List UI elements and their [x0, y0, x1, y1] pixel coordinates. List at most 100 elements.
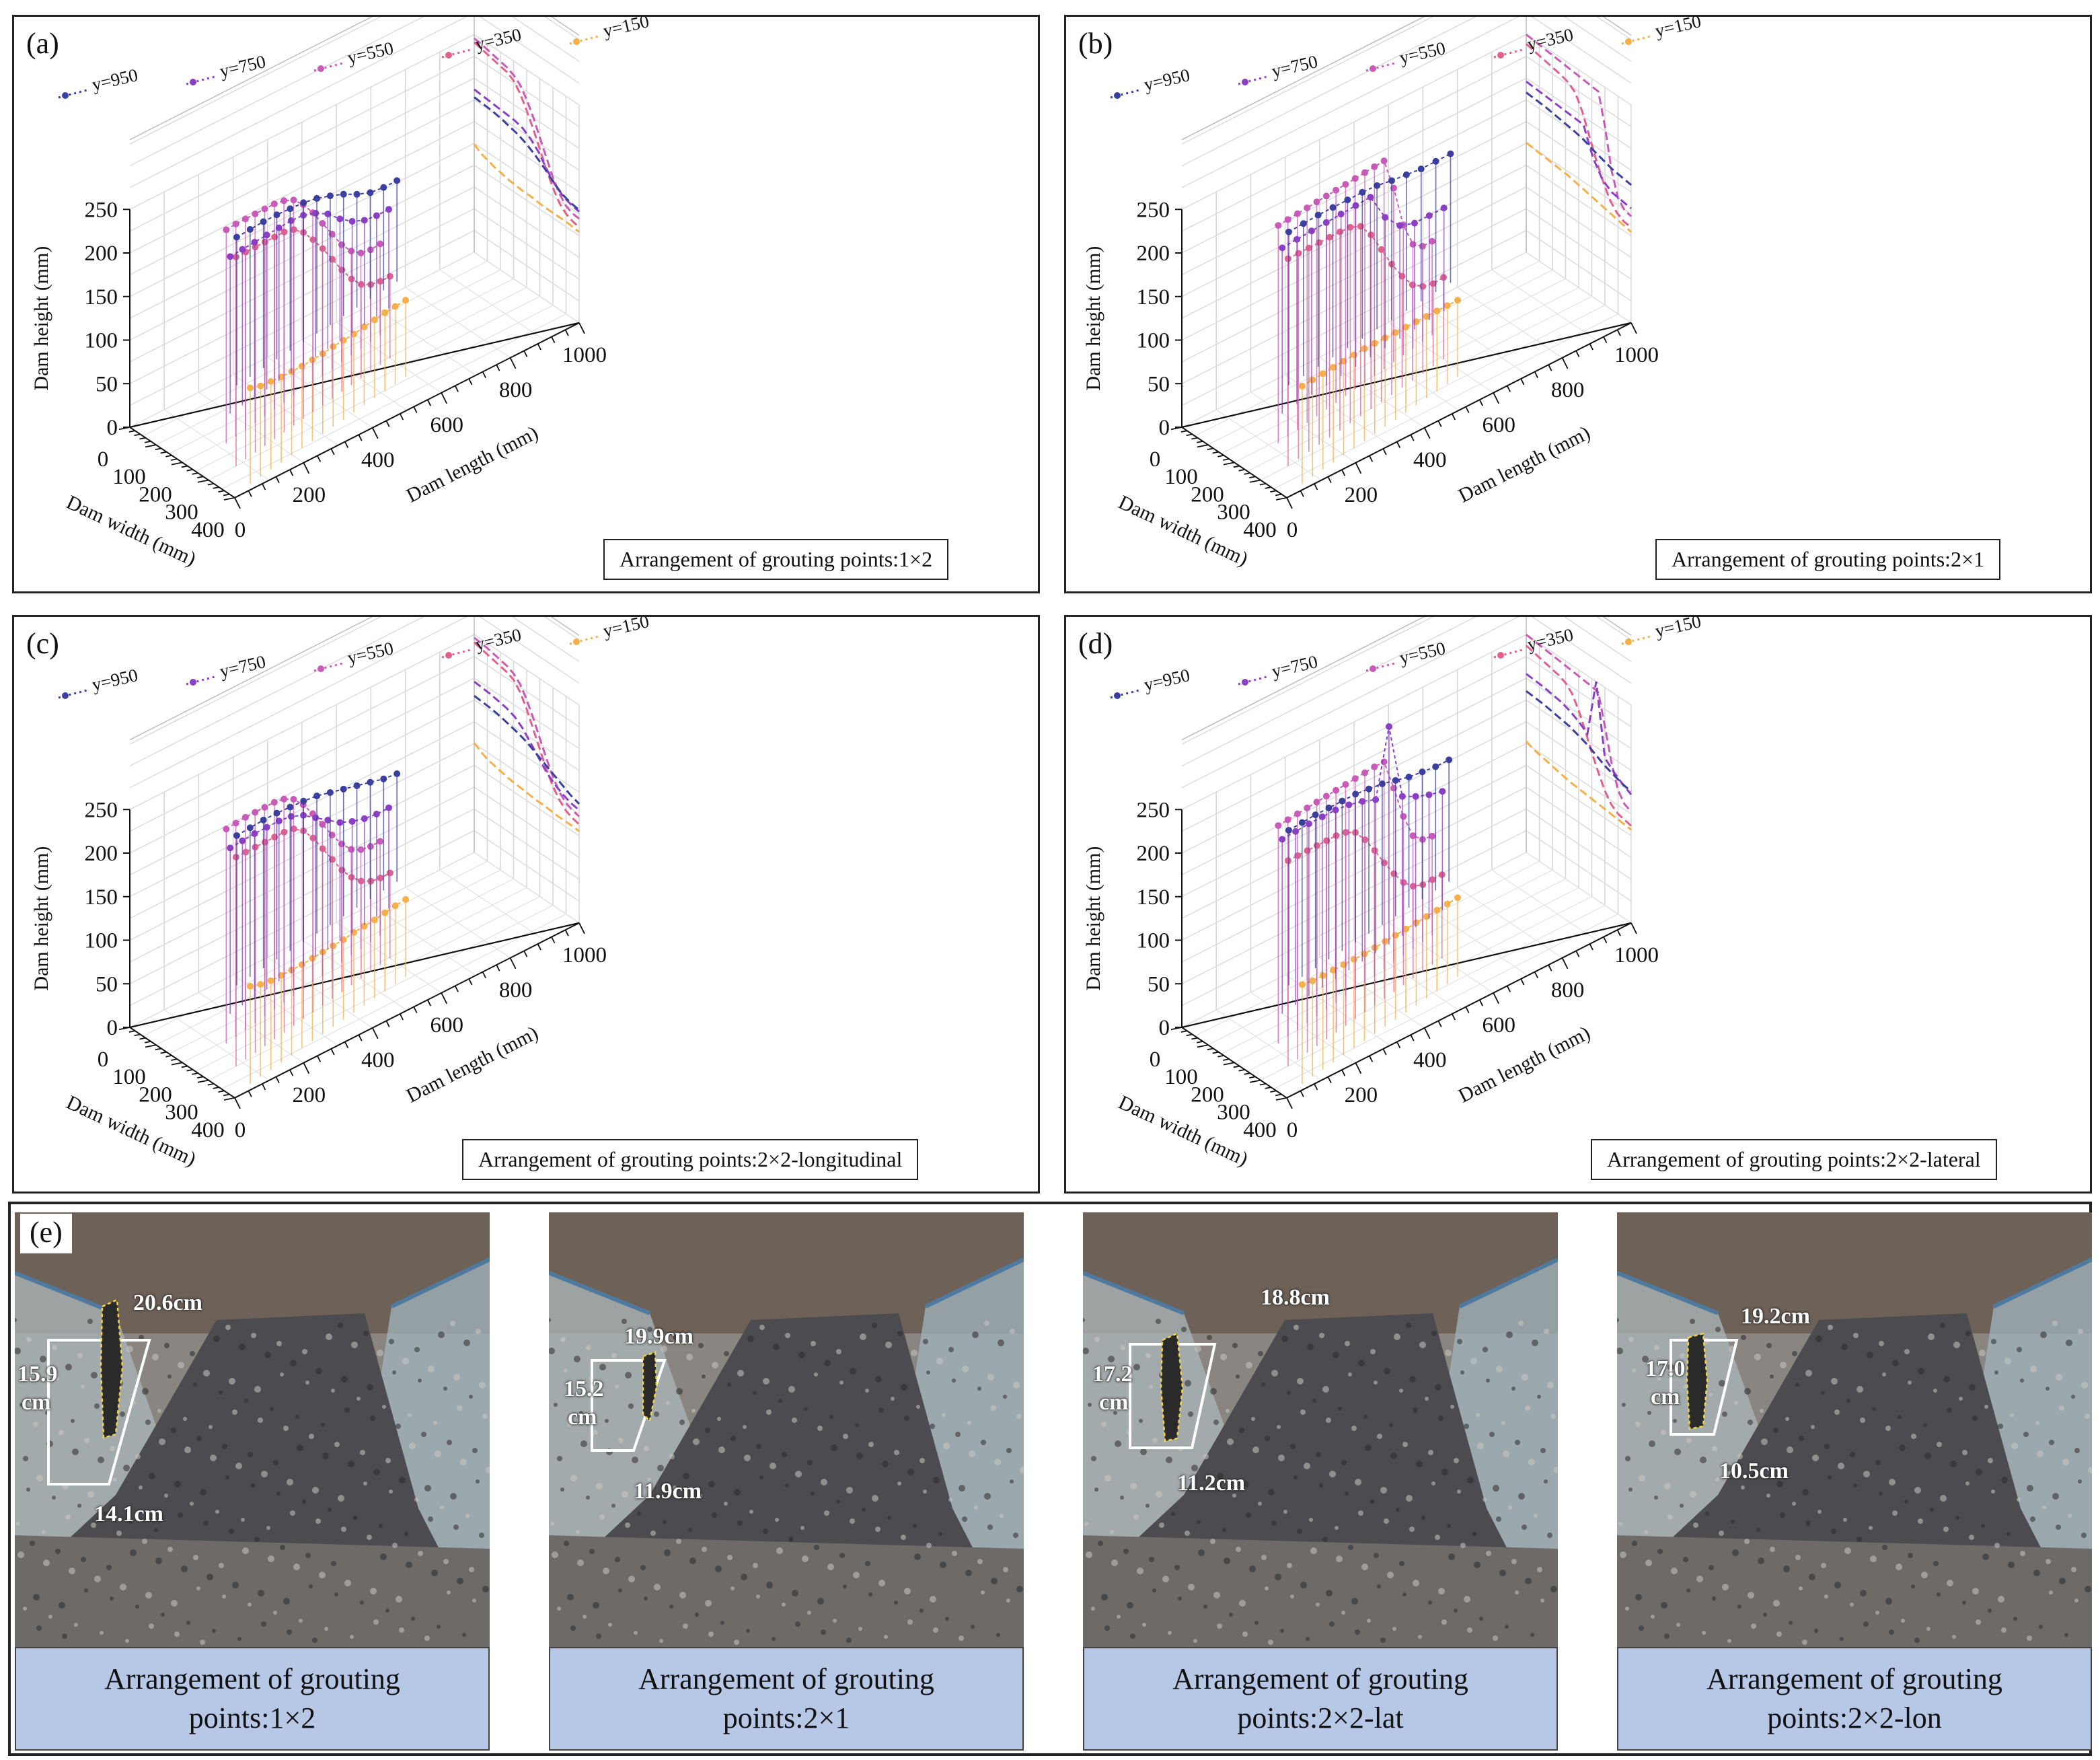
gravel-speck [469, 1395, 473, 1399]
gravel-speck [727, 1555, 733, 1560]
gravel-speck [1355, 1629, 1360, 1635]
gravel-speck [987, 1525, 993, 1530]
gravel-speck [1355, 1479, 1361, 1486]
gravel-speck [1348, 1372, 1352, 1377]
projection-line [473, 143, 580, 233]
gravel-speck [1139, 1419, 1143, 1423]
gravel-speck [33, 1422, 38, 1427]
gravel-speck [1812, 1455, 1819, 1461]
gravel-speck [1000, 1514, 1004, 1518]
series-y950 [1285, 690, 1632, 986]
measurement-box [1670, 1339, 1739, 1436]
grid [129, 617, 580, 1099]
gravel-speck [1965, 1481, 1970, 1486]
y-tick-label: 600 [1482, 1013, 1515, 1037]
gravel-speck [977, 1559, 983, 1564]
gravel-speck [1309, 1518, 1313, 1522]
gravel-speck [1326, 1418, 1331, 1423]
legend-label: y=150 [601, 17, 651, 41]
gravel-speck [2001, 1477, 2008, 1483]
series-line [1288, 153, 1451, 233]
z-tick-label: 0 [1159, 1016, 1170, 1040]
gravel-speck [1754, 1354, 1761, 1360]
gravel-speck [331, 1561, 336, 1566]
gravel-speck [87, 1491, 94, 1498]
gravel-speck [2046, 1559, 2051, 1564]
gravel-speck [635, 1337, 642, 1344]
gravel-speck [843, 1584, 847, 1588]
data-point [1402, 324, 1410, 331]
arrangement-label: Arrangement of grouting points:2×1 [1655, 539, 2001, 580]
gravel-speck [897, 1331, 903, 1336]
gravel-speck [385, 1458, 391, 1463]
data-point [402, 297, 410, 304]
gravel-speck [1493, 1636, 1498, 1641]
gravel-speck [264, 1352, 271, 1358]
y-tick-label: 0 [235, 1118, 246, 1142]
gravel-speck [734, 1489, 741, 1496]
gravel-speck [1213, 1592, 1220, 1599]
gravel-speck [258, 1590, 264, 1597]
dam-axis-line [129, 322, 580, 429]
gravel-speck [52, 1496, 56, 1500]
x-tick [134, 433, 141, 437]
gravel-speck [1460, 1543, 1466, 1548]
projection-line [473, 742, 580, 832]
x-tick [1275, 493, 1282, 497]
gravel-speck [1115, 1440, 1121, 1447]
y-tick-label: 400 [361, 1048, 395, 1072]
gravel-speck [1892, 1360, 1899, 1366]
x-tick [1186, 1033, 1193, 1037]
gravel-speck [328, 1508, 332, 1512]
gravel-speck [965, 1570, 972, 1576]
legend-label: y=950 [1142, 665, 1192, 695]
y-tick [413, 1006, 418, 1014]
gravel-speck [1111, 1560, 1118, 1566]
data-point [251, 830, 258, 838]
gravel-speck [276, 1492, 280, 1496]
gravel-speck [241, 1518, 245, 1522]
gravel-speck [827, 1564, 834, 1570]
gravel-speck [196, 1586, 200, 1590]
y-tick [578, 322, 585, 334]
box-edge [1181, 17, 1632, 141]
gravel-speck [1242, 1631, 1248, 1637]
x-tick [165, 455, 172, 457]
gravel-speck [971, 1625, 975, 1629]
gravel-speck [421, 1432, 426, 1437]
gravel-speck [1976, 1469, 1982, 1475]
projection-line [473, 641, 580, 826]
gravel-speck [657, 1465, 664, 1471]
gravel-speck [622, 1491, 628, 1498]
x-tick [181, 465, 188, 468]
gravel-speck [1149, 1557, 1154, 1562]
gravel-speck [77, 1353, 83, 1358]
gravel-speck [1981, 1524, 1985, 1528]
gravel-speck [338, 1323, 343, 1328]
gravel-speck [894, 1601, 898, 1605]
gravel-speck [1277, 1425, 1281, 1429]
gravel-speck [1840, 1637, 1844, 1641]
y-tick [1382, 448, 1387, 455]
y-tick [289, 1069, 294, 1076]
z-tick-label: 200 [85, 242, 118, 266]
gravel-speck [486, 1467, 490, 1473]
gravel-speck [1127, 1602, 1133, 1609]
x-tick [145, 1044, 157, 1048]
y-tick [385, 1020, 390, 1027]
y-tick [1478, 399, 1484, 406]
gravel-speck [821, 1479, 827, 1486]
x-tick [181, 1065, 188, 1068]
gravel-speck [1722, 1411, 1727, 1417]
gravel-speck [669, 1454, 675, 1459]
gravel-speck [1217, 1473, 1224, 1479]
gravel-speck [98, 1457, 104, 1463]
data-point [1319, 370, 1326, 377]
data-point [1371, 763, 1378, 770]
dam-axis-line [1181, 322, 1632, 429]
data-point [1309, 977, 1316, 984]
z-tick-label: 250 [85, 798, 118, 822]
gravel-speck [625, 1372, 632, 1379]
x-tick [1275, 1097, 1287, 1101]
gravel-speck [872, 1495, 878, 1502]
